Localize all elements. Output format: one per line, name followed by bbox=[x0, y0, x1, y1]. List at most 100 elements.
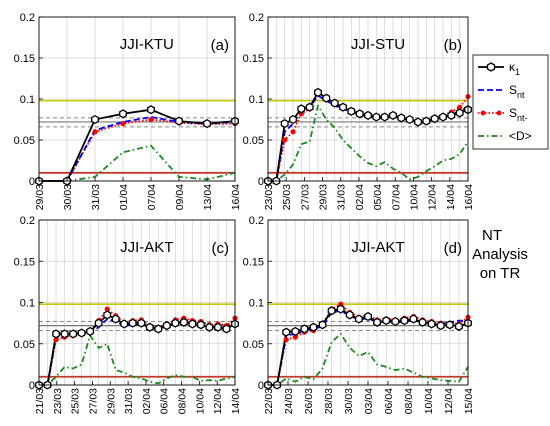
point-kappa bbox=[454, 321, 463, 331]
point-kappa bbox=[137, 318, 146, 328]
x-tick-label: 29/03 bbox=[34, 184, 46, 210]
point-kappa bbox=[91, 114, 99, 125]
point-sntm bbox=[283, 337, 289, 343]
y-tick-label: 0.15 bbox=[14, 53, 35, 65]
point-sntm bbox=[292, 334, 298, 340]
point-kappa bbox=[439, 112, 447, 122]
point-kappa bbox=[291, 326, 300, 336]
y-tick-label: 0.05 bbox=[14, 135, 35, 147]
point-kappa bbox=[436, 321, 445, 331]
x-tick-label: 03/04 bbox=[363, 388, 375, 414]
x-tick-label: 16/04 bbox=[230, 184, 242, 210]
x-tick-label: 06/04 bbox=[383, 388, 395, 414]
point-kappa bbox=[86, 326, 95, 336]
legend-marker-sntm bbox=[480, 110, 486, 116]
point-kappa bbox=[364, 110, 372, 120]
x-tick-label: 23/03 bbox=[52, 388, 64, 414]
point-kappa bbox=[430, 114, 439, 124]
x-tick-label: 22/03 bbox=[263, 388, 275, 414]
point-kappa bbox=[196, 320, 205, 330]
x-tick-label: 30/03 bbox=[343, 388, 355, 414]
x-tick-label: 21/03 bbox=[34, 388, 46, 414]
x-tick-label: 25/03 bbox=[281, 184, 293, 210]
x-tick-label: 08/04 bbox=[403, 388, 415, 414]
point-kappa bbox=[373, 317, 382, 327]
panel-label: (c) bbox=[212, 240, 230, 257]
series-line-sntm bbox=[39, 118, 236, 182]
x-tick-label: 12/04 bbox=[427, 184, 439, 210]
point-kappa bbox=[389, 110, 397, 120]
point-kappa bbox=[94, 318, 103, 328]
x-tick-label: 31/03 bbox=[123, 388, 135, 414]
point-kappa bbox=[282, 327, 291, 337]
x-tick-label: 06/04 bbox=[159, 388, 171, 414]
point-kappa bbox=[391, 316, 400, 327]
x-tick-label: 14/04 bbox=[230, 388, 242, 414]
panel-label: (a) bbox=[211, 37, 229, 54]
panel-3: 0 0.05 0.1 0.15 0.2 21/03 23/03 25/03 27/03 29/03… bbox=[14, 215, 242, 414]
point-kappa bbox=[400, 316, 409, 326]
point-kappa bbox=[128, 318, 137, 328]
point-sntm bbox=[120, 121, 126, 127]
x-tick-label: 29/03 bbox=[105, 388, 117, 414]
point-kappa bbox=[77, 328, 86, 338]
x-tick-label: 30/03 bbox=[62, 184, 74, 210]
legend-item-kappa: κ1 bbox=[478, 60, 520, 77]
point-sntm bbox=[53, 337, 59, 343]
point-kappa bbox=[447, 110, 456, 120]
point-sntm bbox=[104, 306, 110, 312]
side-note: NT Analysis on TR bbox=[472, 227, 528, 282]
point-kappa bbox=[205, 322, 214, 332]
y-tick-label: 0.05 bbox=[243, 135, 264, 147]
y-tick-label: 0.15 bbox=[243, 53, 264, 65]
point-kappa bbox=[309, 322, 318, 332]
point-kappa bbox=[222, 324, 231, 334]
panel-title: JJI-KTU bbox=[120, 36, 174, 53]
x-tick-label: 14/04 bbox=[445, 184, 457, 210]
point-kappa bbox=[382, 316, 391, 326]
point-kappa bbox=[422, 116, 431, 126]
panel-label: (b) bbox=[444, 37, 462, 54]
x-tick-label: 24/03 bbox=[283, 388, 295, 414]
x-tick-label: 31/03 bbox=[90, 184, 102, 210]
panel-title: JJI-AKT bbox=[351, 239, 404, 256]
legend-label-sub: nt bbox=[517, 90, 525, 100]
point-kappa bbox=[372, 112, 381, 122]
point-kappa bbox=[103, 310, 112, 320]
y-tick-label: 0.1 bbox=[20, 94, 35, 106]
legend-marker-sntm bbox=[496, 110, 502, 116]
point-kappa bbox=[280, 119, 289, 129]
point-kappa bbox=[203, 119, 211, 129]
series-line-d bbox=[39, 144, 236, 182]
point-kappa bbox=[314, 87, 322, 97]
y-tick-label: 0 bbox=[258, 380, 264, 392]
x-tick-label: 12/04 bbox=[212, 388, 224, 414]
point-sntm bbox=[290, 129, 296, 135]
point-kappa bbox=[380, 112, 389, 122]
legend-label-sub: 1 bbox=[515, 67, 520, 77]
point-kappa bbox=[119, 109, 127, 119]
point-kappa bbox=[289, 114, 297, 125]
point-kappa bbox=[147, 105, 155, 115]
legend-label-kappa: κ1 bbox=[509, 60, 520, 77]
panel-1: 0 0.05 0.1 0.15 0.2 29/03 30/03 31/03 01/04 07/04… bbox=[14, 12, 242, 210]
point-kappa bbox=[154, 324, 163, 334]
point-kappa bbox=[188, 319, 197, 329]
point-kappa bbox=[300, 324, 309, 334]
panel-2: 0 0.05 0.1 0.15 0.2 23/03 25/03 27/03 29/03 31/03… bbox=[243, 12, 475, 210]
panels-group: 0 0.05 0.1 0.15 0.2 29/03 30/03 31/03 01/04 07/04… bbox=[14, 12, 475, 414]
x-tick-label: 27/03 bbox=[87, 388, 99, 414]
point-kappa bbox=[414, 117, 422, 127]
x-tick-label: 29/03 bbox=[318, 184, 330, 210]
point-sntm bbox=[457, 104, 463, 110]
y-tick-label: 0 bbox=[29, 176, 35, 188]
point-kappa bbox=[179, 317, 188, 327]
point-kappa bbox=[297, 104, 306, 114]
point-sntm bbox=[92, 129, 98, 135]
panel-4: 0 0.05 0.1 0.15 0.2 22/03 24/03 26/03 28/03 30/03… bbox=[243, 215, 475, 414]
panel-title: JJI-STU bbox=[351, 36, 405, 53]
x-tick-label: 31/03 bbox=[336, 184, 348, 210]
x-tick-label: 01/04 bbox=[118, 184, 130, 210]
x-tick-label: 07/04 bbox=[146, 184, 158, 210]
